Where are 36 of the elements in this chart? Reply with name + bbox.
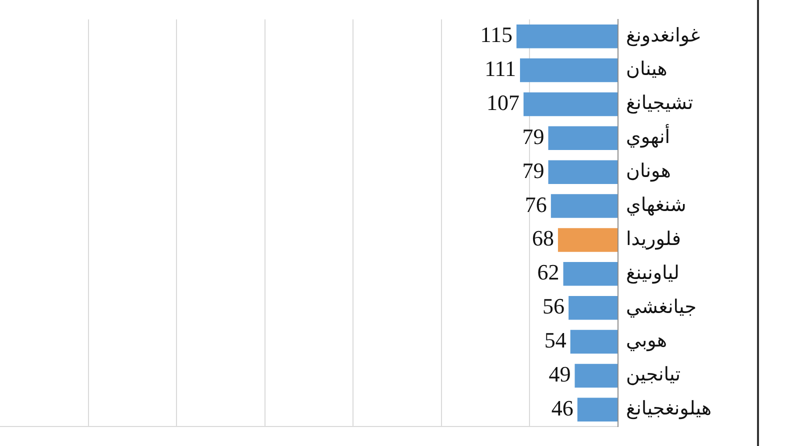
bar [548, 160, 618, 184]
bar [516, 24, 618, 48]
bar [558, 228, 618, 252]
data-label: 79 [522, 158, 544, 183]
bar [570, 330, 618, 354]
data-label: 49 [548, 361, 571, 386]
data-label: 79 [522, 124, 544, 149]
y-tick-label: هينان [626, 58, 668, 80]
data-label: 107 [486, 90, 520, 116]
y-tick-label: تشيجيانغ [626, 92, 694, 114]
y-tick-label: أنهوي [626, 124, 670, 148]
y-tick-label: تيانجين [626, 364, 681, 386]
y-tick-label: هوبي [626, 330, 667, 352]
data-label: 115 [480, 22, 512, 48]
data-label: 46 [551, 395, 574, 420]
data-label: 62 [537, 260, 560, 285]
bar [550, 194, 618, 218]
bar [524, 92, 618, 116]
data-label: 111 [484, 56, 516, 82]
y-tick-label: هونان [626, 160, 671, 182]
y-tick-label: هيلونغجيانغ [626, 398, 712, 420]
bar [574, 364, 618, 388]
y-tick-label: شنغهاي [626, 194, 686, 216]
bar [520, 58, 618, 82]
data-label: 76 [524, 192, 547, 217]
y-tick-label: غوانغدونغ [626, 24, 700, 46]
bar [568, 296, 618, 320]
y-tick-label: فلوريدا [626, 228, 681, 250]
y-tick-label: جيانغشي [626, 296, 697, 318]
data-label: 68 [532, 226, 554, 251]
bar [563, 262, 618, 286]
data-label: 56 [542, 294, 565, 319]
y-tick-label: لياونينغ [626, 262, 680, 284]
bar [548, 126, 618, 150]
data-label: 54 [544, 328, 566, 353]
bar [577, 398, 618, 422]
